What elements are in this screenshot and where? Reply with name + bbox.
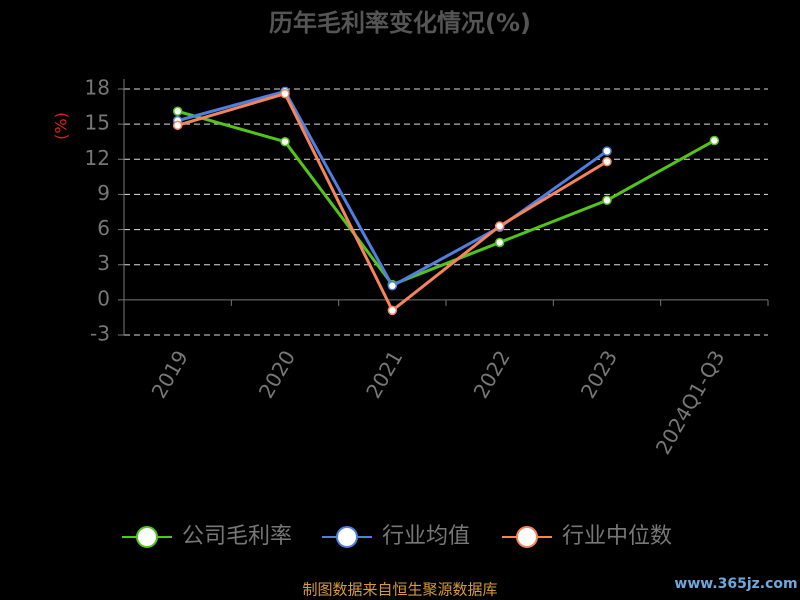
x-tick-label: 2022 bbox=[469, 346, 515, 402]
y-tick-label: 3 bbox=[97, 251, 110, 275]
data-point bbox=[602, 156, 612, 167]
data-point bbox=[280, 136, 290, 147]
x-tick-label: 2021 bbox=[361, 346, 407, 402]
data-point bbox=[494, 221, 505, 231]
y-tick-label: 15 bbox=[85, 111, 110, 135]
legend-marker bbox=[336, 526, 358, 548]
y-tick-label: 6 bbox=[97, 216, 110, 240]
data-point bbox=[387, 281, 398, 291]
data-point bbox=[602, 146, 612, 156]
watermark: www.365jz.com bbox=[674, 576, 797, 592]
data-point bbox=[172, 120, 183, 131]
legend-marker bbox=[136, 526, 158, 548]
x-tick-label: 2019 bbox=[147, 346, 193, 402]
data-point bbox=[602, 195, 612, 206]
legend-label: 行业中位数 bbox=[562, 524, 672, 549]
legend-label: 行业均值 bbox=[382, 524, 470, 549]
x-tick-label: 2024Q1-Q3 bbox=[651, 346, 730, 458]
legend-label: 公司毛利率 bbox=[182, 524, 292, 549]
legend-marker bbox=[516, 526, 538, 548]
y-tick-label: -3 bbox=[90, 322, 110, 346]
series-line bbox=[177, 91, 608, 313]
data-point bbox=[494, 237, 505, 248]
y-axis-label: (%) bbox=[52, 112, 71, 140]
x-tick-label: 2020 bbox=[254, 346, 300, 402]
y-tick-label: 12 bbox=[85, 146, 110, 170]
series-line bbox=[177, 89, 608, 288]
chart-title: 历年毛利率变化情况(%) bbox=[269, 9, 531, 37]
y-tick-label: 9 bbox=[97, 181, 110, 205]
data-point bbox=[172, 106, 183, 117]
data-point bbox=[709, 135, 720, 146]
series-line bbox=[177, 109, 716, 287]
data-point bbox=[280, 88, 290, 99]
data-point bbox=[387, 305, 398, 316]
y-tick-label: 18 bbox=[85, 76, 110, 100]
y-tick-label: 0 bbox=[97, 286, 110, 310]
x-tick-label: 2023 bbox=[576, 346, 622, 402]
source-note: 制图数据来自恒生聚源数据库 bbox=[302, 581, 497, 599]
